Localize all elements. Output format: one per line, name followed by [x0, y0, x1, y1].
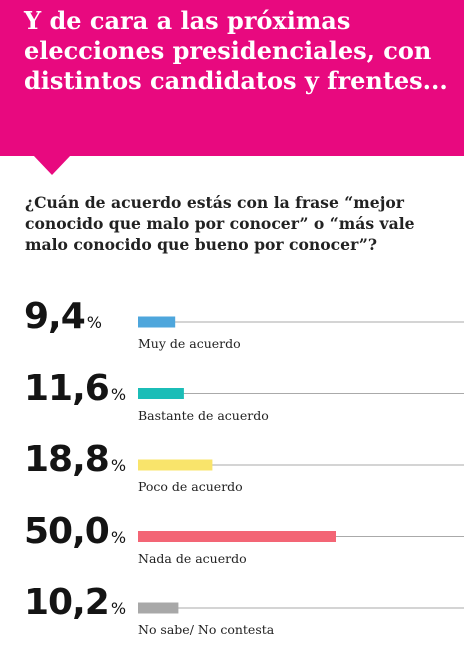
value-label: 50,0%: [24, 511, 126, 552]
value-label: 10,2%: [24, 582, 126, 623]
value-number: 9,4: [24, 296, 86, 337]
header-banner: Y de cara a las próximas elecciones pres…: [0, 0, 464, 156]
chart-row: 9,4% Muy de acuerdo: [0, 296, 464, 368]
bar: [138, 602, 179, 614]
value-label: 11,6%: [24, 368, 126, 409]
category-label: Muy de acuerdo: [138, 336, 241, 351]
bar: [138, 459, 213, 471]
bar: [138, 316, 176, 328]
percent-sign: %: [110, 599, 127, 618]
value-number: 50,0: [24, 510, 110, 552]
value-label: 9,4%: [24, 296, 102, 337]
chart-row: 18,8% Poco de acuerdo: [0, 439, 464, 511]
percent-sign: %: [110, 527, 127, 547]
category-label: No sabe/ No contesta: [138, 622, 275, 637]
header-pointer: [33, 155, 71, 175]
chart-row: 11,6% Bastante de acuerdo: [0, 368, 464, 440]
value-number: 11,6: [24, 367, 110, 409]
header-title: Y de cara a las próximas elecciones pres…: [24, 6, 448, 95]
category-label: Bastante de acuerdo: [138, 407, 269, 423]
percent-sign: %: [110, 456, 127, 475]
value-number: 18,8: [24, 439, 110, 480]
chart-row: 50,0% Nada de acuerdo: [0, 511, 464, 583]
percent-sign: %: [86, 313, 102, 332]
category-label: Poco de acuerdo: [138, 479, 243, 494]
value-number: 10,2: [24, 582, 110, 623]
bar: [138, 388, 184, 399]
value-label: 18,8%: [24, 439, 126, 480]
bar: [138, 531, 336, 542]
survey-question: ¿Cuán de acuerdo estás con la frase “mej…: [25, 193, 415, 254]
percent-sign: %: [110, 384, 127, 404]
chart-row: 10,2% No sabe/ No contesta: [0, 582, 464, 654]
category-label: Nada de acuerdo: [138, 550, 247, 566]
